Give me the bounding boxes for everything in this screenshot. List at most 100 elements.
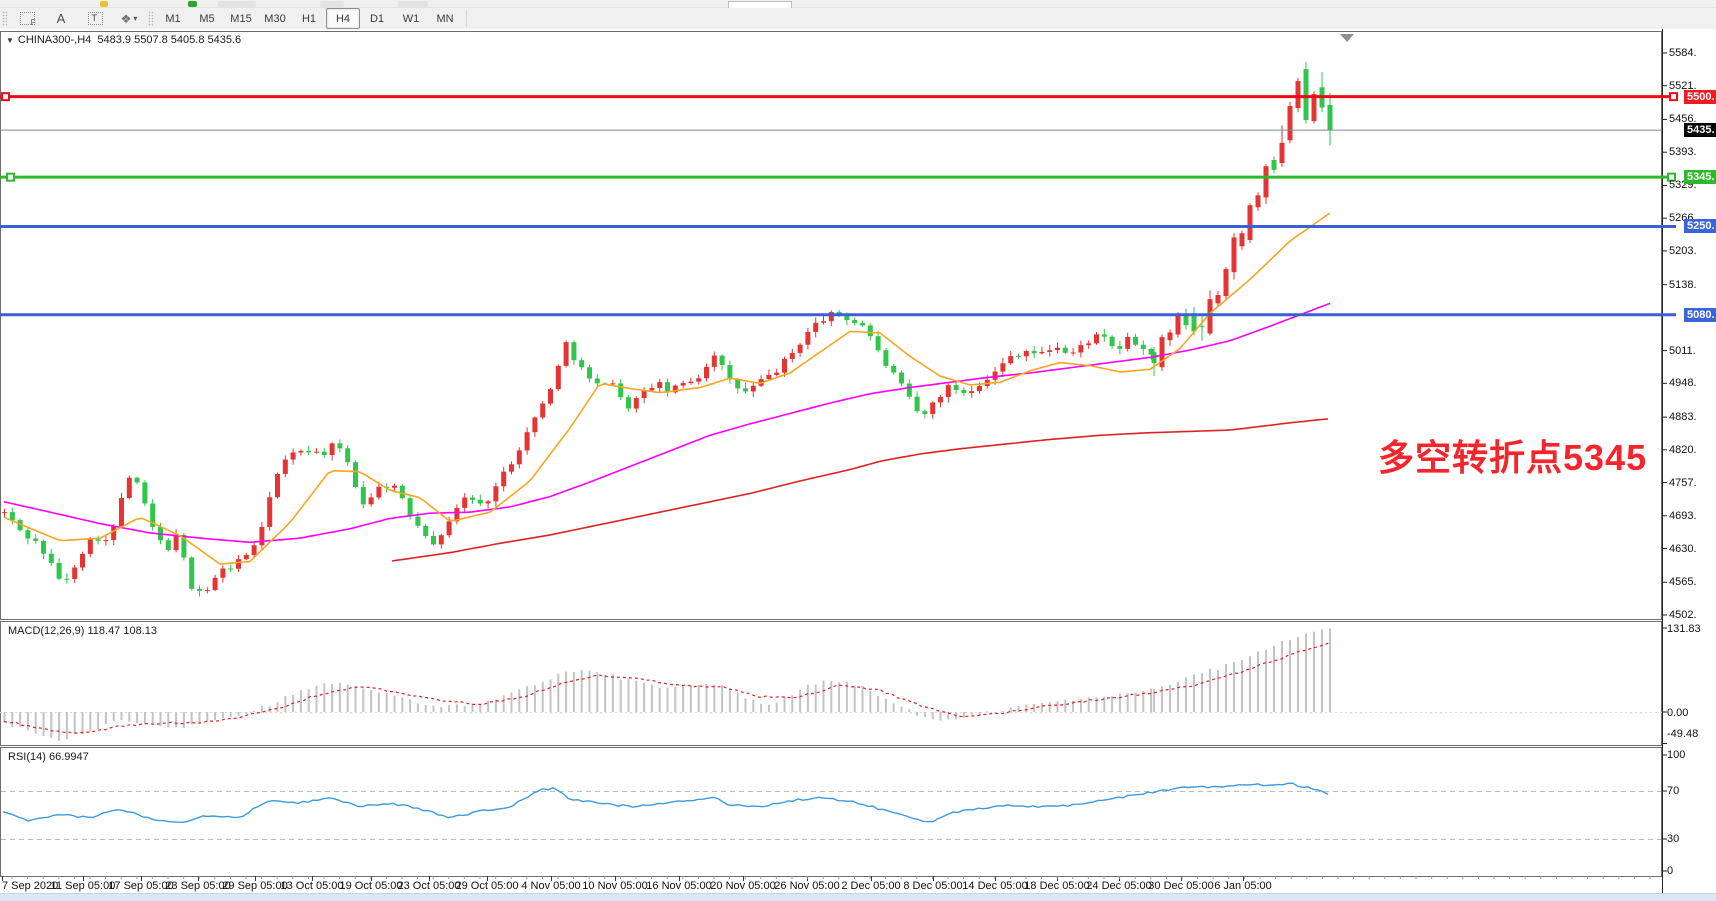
- price-tick-label: 5456.: [1669, 113, 1697, 126]
- macd-indicator-label: MACD(12,26,9) 118.47 108.13: [8, 625, 157, 637]
- hline-handle[interactable]: [1, 92, 10, 102]
- text-annotation[interactable]: 多空转折点5345: [1378, 437, 1648, 478]
- date-tick-label: 4 Nov 05:00: [521, 880, 581, 892]
- rsi-pane: [1, 782, 1661, 840]
- chart-window[interactable]: ▼ CHINA300-,H4 5483.9 5507.8 5405.8 5435.…: [0, 29, 1716, 901]
- price-tick-label: 4757.: [1669, 476, 1697, 489]
- ohlc-readout: 5483.9 5507.8 5405.8 5435.6: [97, 34, 242, 46]
- price-tick-label: 5521.: [1669, 79, 1697, 92]
- rsi-tick-label: 0: [1667, 865, 1674, 877]
- price-level-badge: 5250.: [1684, 219, 1716, 234]
- date-tick-label: 18 Dec 05:00: [1024, 880, 1090, 892]
- horizontal-level-lines: [0, 92, 1678, 317]
- partial-button: [398, 1, 428, 7]
- fibonacci-grid-button[interactable]: F: [10, 8, 44, 29]
- shapes-button[interactable]: ❖ ▾: [112, 8, 146, 29]
- price-tick-label: 5203.: [1669, 244, 1697, 257]
- price-level-badge: 5435.: [1684, 123, 1716, 138]
- chart-shift-marker-icon[interactable]: [1340, 34, 1354, 42]
- timeframe-button-M5[interactable]: M5: [199, 12, 215, 25]
- price-tick-label: 5393.: [1669, 146, 1697, 159]
- date-tick-label: 7 Sep 2020: [2, 880, 59, 892]
- macd-tick-label: -49.48: [1667, 728, 1699, 740]
- bottom-edge-strip: [0, 893, 1716, 901]
- price-level-badge: 5080.: [1684, 307, 1716, 322]
- price-chart-canvas[interactable]: [0, 29, 1716, 901]
- price-tick-label: 5138.: [1669, 278, 1697, 291]
- date-tick-label: 13 Oct 05:00: [280, 880, 344, 892]
- hline-handle[interactable]: [1667, 172, 1676, 182]
- timeframe-button-D1[interactable]: D1: [369, 12, 385, 25]
- partial-button: [320, 1, 344, 7]
- timeframe-button-H4[interactable]: H4: [326, 8, 360, 29]
- price-tick-label: 4565.: [1669, 576, 1697, 589]
- toolbar-grip[interactable]: [148, 10, 153, 27]
- ma-fast-orange-line: [3, 212, 1331, 565]
- timeframe-button-MN[interactable]: MN: [436, 12, 454, 25]
- date-tick-label: 23 Sep 05:00: [165, 880, 231, 892]
- macd-tick-label: 0.00: [1667, 707, 1689, 719]
- chart-symbol-title: ▼ CHINA300-,H4 5483.9 5507.8 5405.8 5435.…: [6, 34, 241, 46]
- partial-upper-toolbar: [0, 0, 1716, 9]
- toolbar-grip[interactable]: [2, 10, 7, 27]
- candlestick-series: [2, 61, 1333, 597]
- price-tick-label: 4948.: [1669, 377, 1697, 390]
- date-tick-label: 29 Sep 05:00: [222, 880, 288, 892]
- price-tick-label: 4693.: [1669, 509, 1697, 522]
- date-tick-label: 26 Nov 05:00: [774, 880, 840, 892]
- date-tick-label: 19 Oct 05:00: [339, 880, 403, 892]
- price-tick-label: 4630.: [1669, 542, 1697, 555]
- timeframe-button-H1[interactable]: H1: [301, 12, 317, 25]
- fibonacci-grid-icon: F: [19, 12, 36, 27]
- date-tick-label: 17 Sep 05:00: [108, 880, 174, 892]
- date-tick-label: 11 Sep 05:00: [50, 880, 116, 892]
- ma-slow-red-line: [391, 418, 1329, 562]
- price-tick-label: 5584.: [1669, 47, 1697, 59]
- timeframe-button-W1[interactable]: W1: [402, 12, 420, 25]
- drawing-and-timeframe-toolbar: F A T ❖ ▾ M1 M5 M15 M30 H1 H4 D1 W1 MN: [0, 8, 1716, 30]
- rsi-tick-label: 70: [1667, 785, 1680, 797]
- ma-mid-magenta-line: [3, 302, 1331, 544]
- date-tick-label: 6 Jan 05:00: [1214, 880, 1272, 892]
- timeframe-button-M30[interactable]: M30: [264, 12, 286, 25]
- rsi-tick-label: 100: [1667, 749, 1686, 761]
- text-box-icon: T: [87, 12, 103, 25]
- rsi-tick-label: 30: [1667, 833, 1680, 845]
- price-level-badge: 5500.: [1684, 89, 1716, 104]
- partial-icon: [100, 1, 108, 7]
- date-tick-label: 16 Nov 05:00: [646, 880, 712, 892]
- macd-pane: [0, 628, 1662, 742]
- text-label-icon: A: [56, 11, 66, 26]
- shapes-icon: ❖: [120, 11, 132, 26]
- rsi-indicator-label: RSI(14) 66.9947: [8, 751, 89, 763]
- price-tick-label: 4883.: [1669, 411, 1697, 424]
- shapes-dropdown-caret-icon[interactable]: ▾: [133, 14, 138, 23]
- text-box-button[interactable]: T: [78, 8, 112, 29]
- date-tick-label: 14 Dec 05:00: [962, 880, 1028, 892]
- partial-icon: [188, 1, 197, 7]
- partial-button: [218, 1, 256, 7]
- date-tick-label: 29 Oct 05:00: [455, 880, 519, 892]
- hline-handle[interactable]: [6, 172, 15, 182]
- collapse-triangle-icon[interactable]: ▼: [6, 36, 14, 45]
- timeframe-button-M15[interactable]: M15: [230, 12, 252, 25]
- price-level-badge: 5345.: [1684, 170, 1716, 185]
- price-tick-label: 4820.: [1669, 443, 1697, 456]
- date-tick-label: 30 Dec 05:00: [1148, 880, 1214, 892]
- hline-handle[interactable]: [1669, 92, 1678, 102]
- toolbar-separator: [466, 10, 467, 27]
- timeframe-button-M1[interactable]: M1: [165, 12, 181, 25]
- date-tick-label: 8 Dec 05:00: [903, 880, 963, 892]
- date-tick-label: 20 Nov 05:00: [710, 880, 776, 892]
- price-tick-label: 5011.: [1669, 344, 1696, 357]
- timeframe-button-group: M1 M5 M15 M30 H1 H4 D1 W1 MN: [156, 8, 462, 29]
- macd-tick-label: 131.83: [1667, 623, 1701, 636]
- text-label-button[interactable]: A: [44, 8, 78, 29]
- date-tick-label: 24 Dec 05:00: [1086, 880, 1152, 892]
- date-tick-label: 10 Nov 05:00: [582, 880, 648, 892]
- date-tick-label: 2 Dec 05:00: [841, 880, 901, 892]
- price-tick-label: 4502.: [1669, 608, 1697, 621]
- symbol-name: CHINA300-,H4: [17, 34, 92, 46]
- date-tick-label: 23 Oct 05:00: [397, 880, 461, 892]
